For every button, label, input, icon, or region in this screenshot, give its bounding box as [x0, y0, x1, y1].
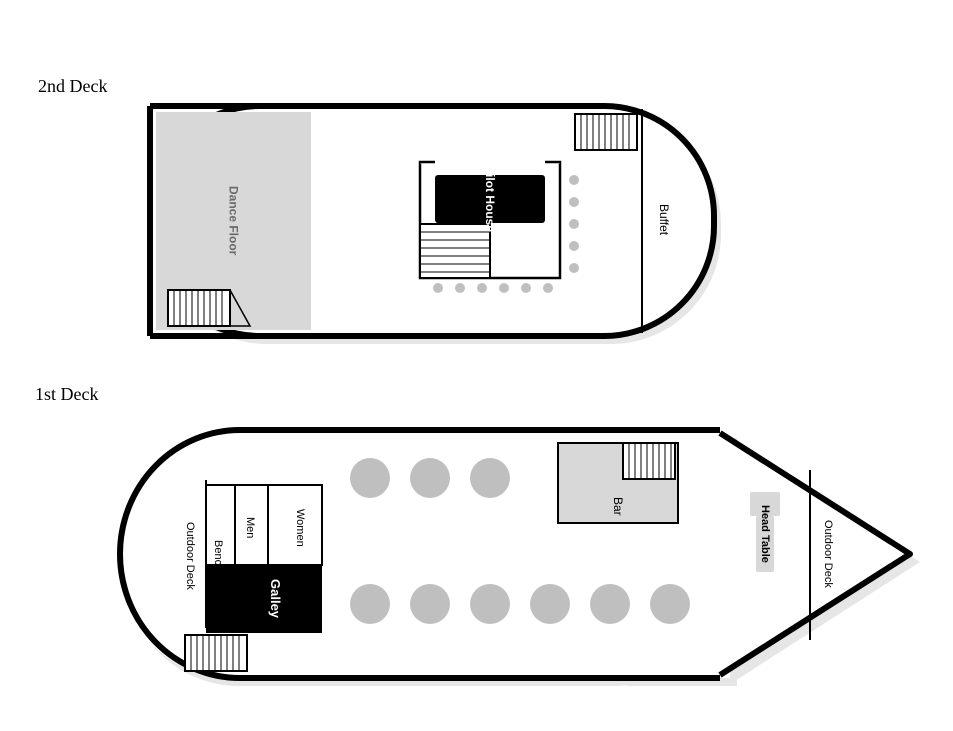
bench-label: Bench — [206, 476, 230, 636]
outdoor-deck-right-label: Outdoor Deck — [816, 474, 840, 634]
pilot-house-label: Pilot House — [478, 119, 502, 279]
deck-plan-diagram: 2nd Deck 1st Deck Dance Floor Pilot House Bu… — [0, 0, 953, 726]
dance-floor-label: Dance Floor — [222, 141, 246, 301]
outdoor-deck-left-label: Outdoor Deck — [178, 476, 202, 636]
buffet-label: Buffet — [652, 140, 676, 300]
galley-label: Galley — [264, 519, 288, 679]
bar-label: Bar — [606, 426, 630, 586]
head-table-label: Head Table — [753, 454, 777, 614]
men-label: Men — [238, 448, 262, 608]
women-label: Women — [288, 448, 312, 608]
deck1-title: 1st Deck — [35, 384, 98, 404]
deck2-title: 2nd Deck — [38, 76, 107, 96]
